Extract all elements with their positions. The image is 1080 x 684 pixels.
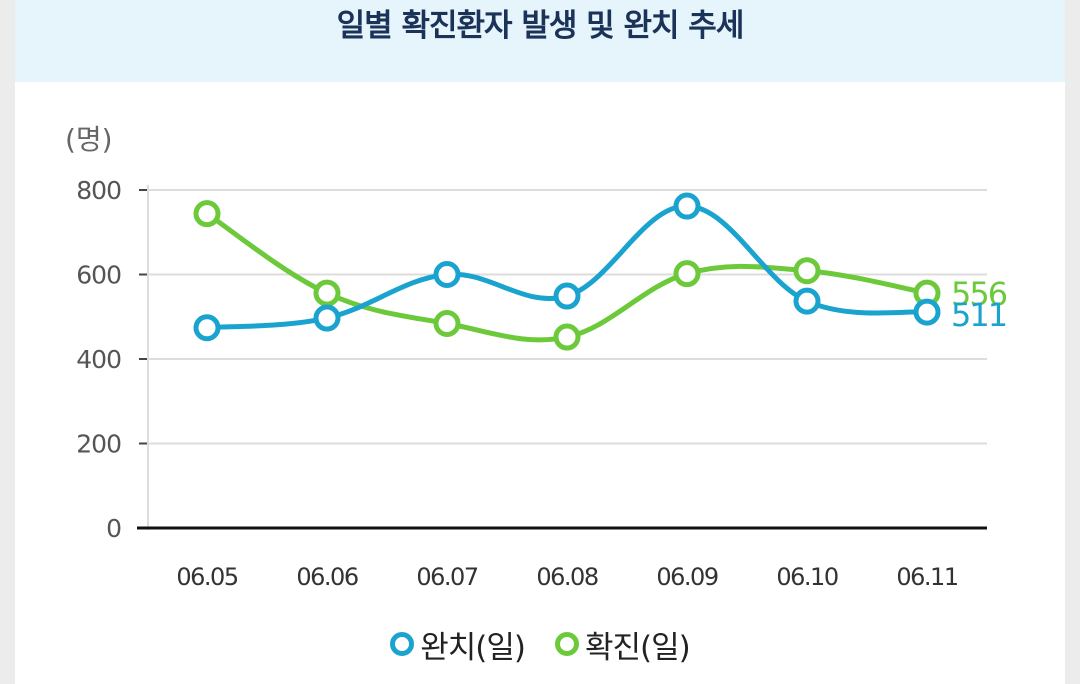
point-confirmed xyxy=(313,279,341,307)
y-tick-label: 600 xyxy=(76,261,121,290)
point-confirmed xyxy=(673,260,701,288)
point-confirmed xyxy=(193,200,221,228)
chart-card: 일별 확진환자 발생 및 완치 추세 (명) 0 200 400 600 800 06.0… xyxy=(15,0,1065,684)
legend-marker-confirmed-icon xyxy=(555,632,579,656)
y-axis-unit-label: (명) xyxy=(65,123,113,156)
x-tick-label: 06.09 xyxy=(656,563,717,591)
point-recovered xyxy=(673,192,701,220)
point-confirmed xyxy=(553,323,581,351)
point-confirmed xyxy=(433,310,461,338)
x-tick-label: 06.10 xyxy=(776,563,837,591)
x-tick-label: 06.05 xyxy=(176,563,237,591)
point-recovered xyxy=(433,261,461,288)
point-recovered xyxy=(313,304,341,332)
x-tick-label: 06.08 xyxy=(536,563,597,591)
y-tick-label: 0 xyxy=(106,514,121,543)
legend: 완치(일) 확진(일) xyxy=(15,616,1065,672)
point-recovered xyxy=(913,298,941,326)
legend-label-confirmed: 확진(일) xyxy=(585,629,691,666)
end-label-confirmed: 556 xyxy=(951,275,1007,313)
x-tick-label: 06.06 xyxy=(296,563,357,591)
point-recovered xyxy=(193,314,221,342)
header-banner: 일별 확진환자 발생 및 완치 추세 xyxy=(15,0,1065,82)
point-recovered xyxy=(553,282,581,310)
legend-marker-recovered-icon xyxy=(390,632,415,656)
x-tick-label: 06.07 xyxy=(416,563,477,591)
y-tick-label: 400 xyxy=(76,345,121,374)
point-recovered xyxy=(793,287,821,315)
x-tick-label: 06.11 xyxy=(896,563,957,591)
end-label-recovered: 511 xyxy=(951,296,1006,334)
legend-item-confirmed: 확진(일) xyxy=(555,622,691,667)
legend-label-recovered: 완치(일) xyxy=(420,629,526,666)
chart-title: 일별 확진환자 발생 및 완치 추세 xyxy=(336,8,745,44)
point-confirmed xyxy=(793,257,821,285)
y-tick-label: 800 xyxy=(76,176,121,205)
line-chart: 0 200 400 600 800 06.05 06.06 06.07 06.08 06.09 06… xyxy=(76,176,1008,591)
y-tick-label: 200 xyxy=(76,430,121,459)
legend-item-recovered: 완치(일) xyxy=(390,622,526,667)
